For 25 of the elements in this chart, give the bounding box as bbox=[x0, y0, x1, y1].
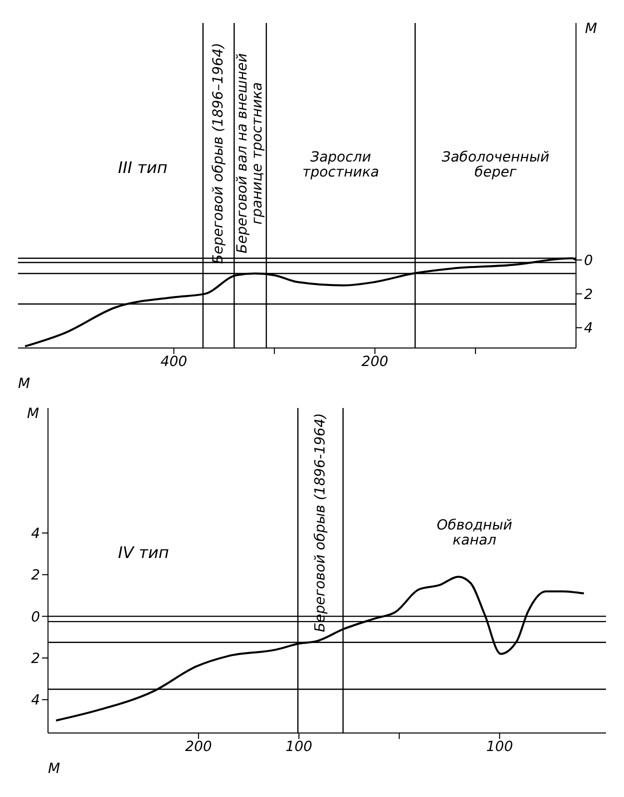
text: IV тип bbox=[118, 543, 169, 562]
y-tick-label: 4 bbox=[31, 526, 40, 542]
x-axis-title: М bbox=[48, 761, 60, 777]
x-tick-label: 100 bbox=[486, 738, 514, 755]
y-tick-label: 0 bbox=[31, 609, 40, 626]
text: III тип bbox=[118, 158, 168, 177]
y-tick-label: 2 bbox=[584, 286, 593, 303]
x-axis-title: М bbox=[18, 376, 30, 392]
x-tick-label: 100 bbox=[286, 738, 312, 755]
annotation: Обводный канал bbox=[436, 517, 512, 548]
y-tick-label: 4 bbox=[31, 692, 40, 709]
annotation: Береговой обрыв (1896-1964) bbox=[312, 413, 328, 632]
x-tick-label: 400 bbox=[160, 354, 188, 370]
annotation: Береговой обрыв (1896–1964) bbox=[210, 42, 226, 264]
annotation: Заболоченный берег bbox=[442, 150, 550, 181]
y-axis-title: М bbox=[26, 406, 40, 422]
y-tick-label: 0 bbox=[584, 252, 593, 269]
x-tick-label: 200 bbox=[185, 738, 212, 755]
x-tick-label: 200 bbox=[362, 354, 388, 370]
y-axis-title: М bbox=[584, 20, 598, 37]
annotation: Береговой вал на внешней границе тростника bbox=[234, 53, 266, 254]
annotation: Заросли тростника bbox=[302, 150, 380, 181]
y-tick-label: 4 bbox=[584, 320, 593, 337]
y-tick-label: 2 bbox=[31, 650, 40, 667]
y-tick-label: 2 bbox=[31, 568, 40, 584]
